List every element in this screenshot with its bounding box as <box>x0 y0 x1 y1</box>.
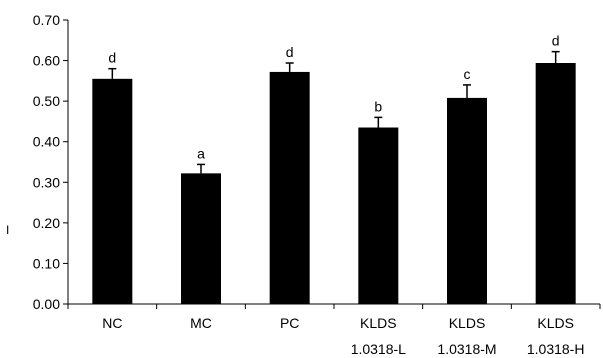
bars: d a d b c d <box>92 33 576 305</box>
x-tick-label: PC <box>280 315 299 331</box>
significance-label: d <box>108 50 116 66</box>
significance-label: b <box>374 98 382 114</box>
bar <box>358 127 399 304</box>
y-tick-label: 0.70 <box>33 12 60 28</box>
y-tick-label: 0.30 <box>33 174 60 190</box>
y-tick-label: 0.20 <box>33 215 60 231</box>
y-tick-label: 0.60 <box>33 53 60 69</box>
x-tick-label-line: KLDS <box>537 315 574 331</box>
x-tick-label: NC <box>102 315 122 331</box>
x-axis: NC MC PC KLDS 1.0318-L KLDS 1.0318-M KLDS 1.0318… <box>67 303 601 357</box>
y-tick-label: 0.40 <box>33 134 60 150</box>
x-tick-label-line: 1.0318-M <box>437 341 496 357</box>
y-axis-label: I <box>6 223 9 237</box>
bar <box>269 71 310 304</box>
x-tick-label: KLDS 1.0318-H <box>527 315 585 357</box>
x-tick-label-line: 1.0318-H <box>527 341 585 357</box>
significance-label: c <box>464 66 471 82</box>
y-tick-label: 0.10 <box>33 255 60 271</box>
x-tick-label-line: NC <box>102 315 122 331</box>
x-tick-label-line: PC <box>280 315 299 331</box>
x-tick-label-line: KLDS <box>360 315 397 331</box>
x-tick-label-line: MC <box>190 315 212 331</box>
x-tick-label-line: KLDS <box>449 315 486 331</box>
significance-label: d <box>286 44 294 60</box>
significance-label: a <box>197 145 205 161</box>
bar <box>535 63 576 305</box>
x-tick-label: KLDS 1.0318-M <box>437 315 496 357</box>
y-tick-label: 0.00 <box>33 296 60 312</box>
significance-label: d <box>552 33 560 49</box>
y-tick-label: 0.50 <box>33 93 60 109</box>
y-axis: 0.00 0.10 0.20 0.30 0.40 0.50 0.60 0.70 <box>33 12 69 312</box>
x-tick-label: MC <box>190 315 212 331</box>
bar <box>92 78 133 304</box>
bar <box>447 97 487 304</box>
bar <box>181 173 221 304</box>
x-tick-label: KLDS 1.0318-L <box>351 315 406 357</box>
x-tick-label-line: 1.0318-L <box>351 341 406 357</box>
